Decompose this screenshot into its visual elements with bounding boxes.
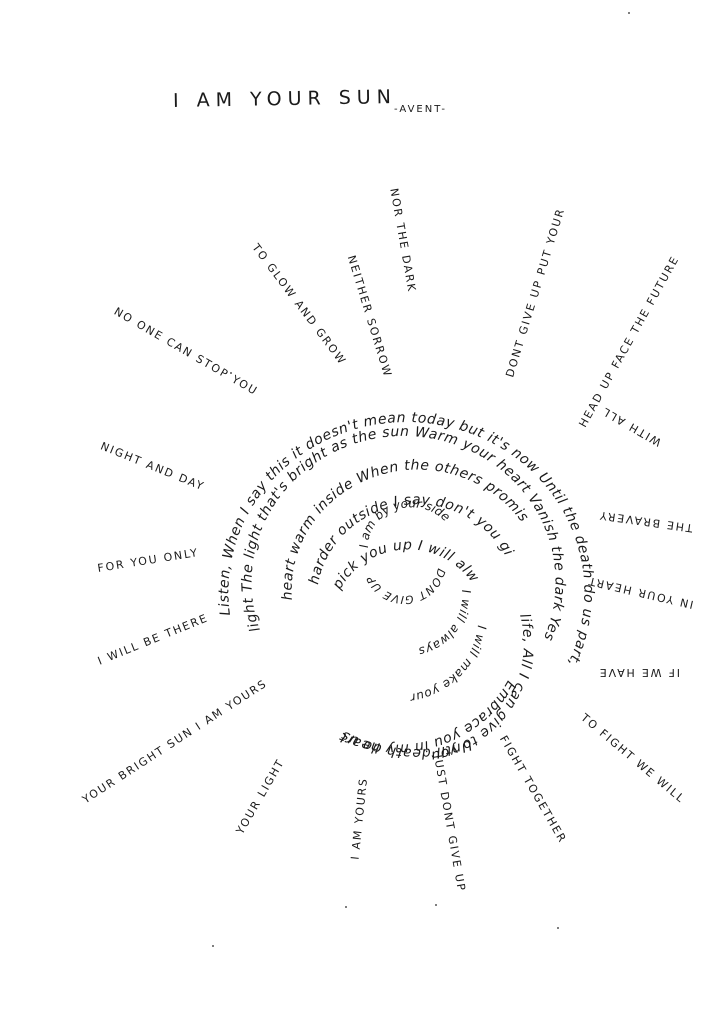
ray-text: IF WE HAVE (598, 666, 680, 679)
speck (345, 906, 347, 908)
speck (230, 372, 232, 374)
speck (435, 904, 437, 906)
author-signature: -AVENT- (394, 104, 448, 115)
speck (212, 945, 214, 947)
speck (628, 12, 630, 14)
speck (557, 927, 559, 929)
